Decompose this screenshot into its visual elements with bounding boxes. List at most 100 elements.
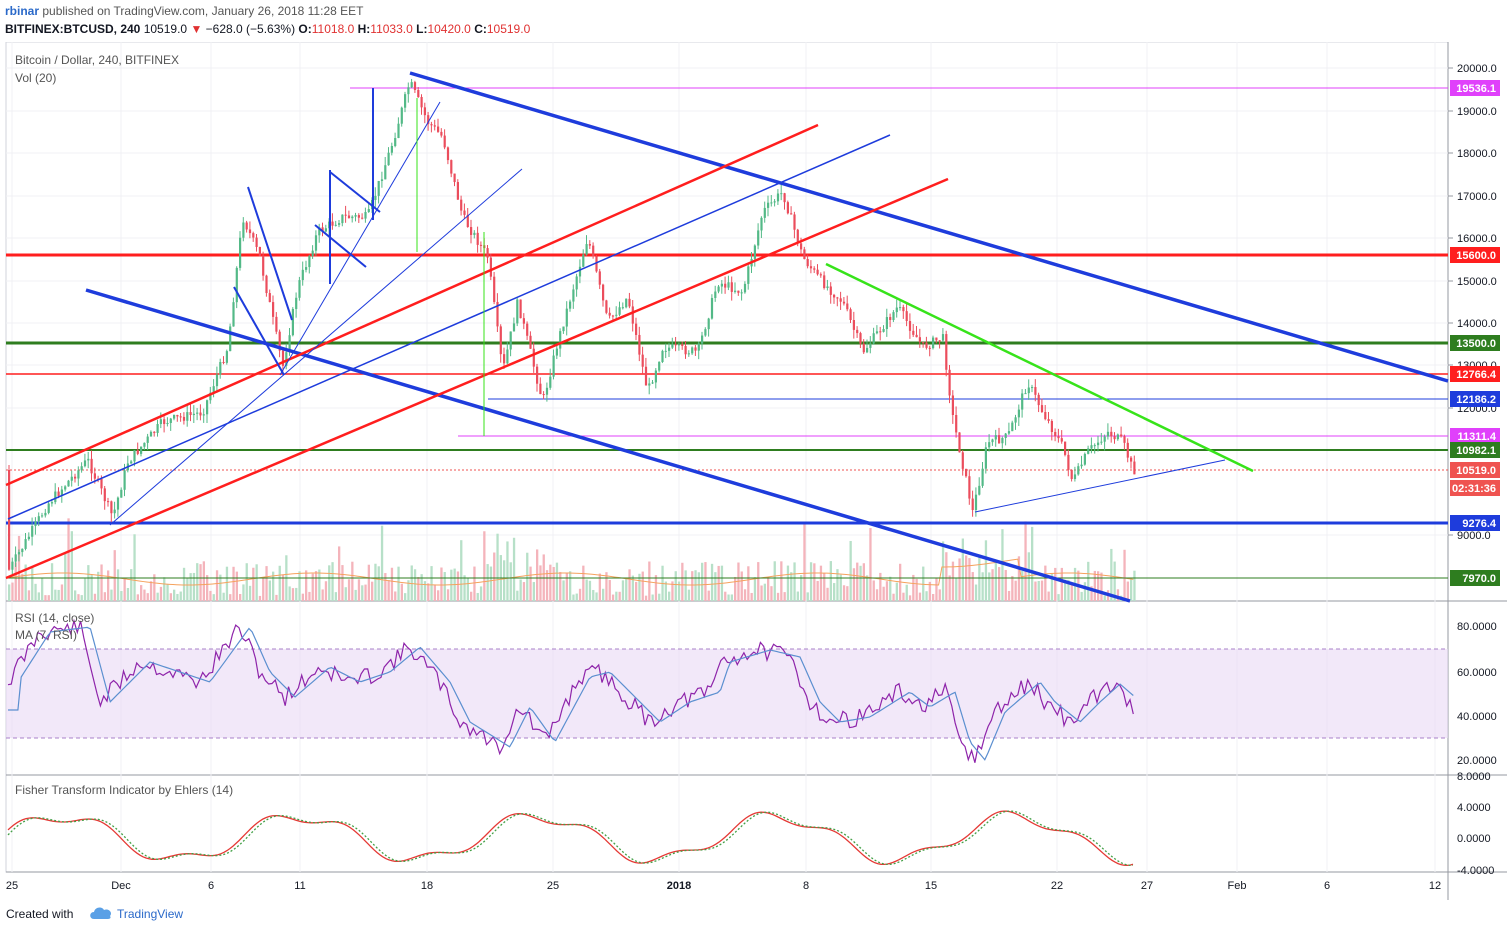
volume-bar (341, 565, 344, 601)
candle-body (156, 424, 159, 433)
volume-bar (984, 540, 988, 601)
tradingview-link[interactable]: TradingView (117, 907, 184, 921)
candle-body (367, 209, 370, 213)
candle-body (826, 286, 829, 289)
volume-bar (24, 564, 27, 601)
candle-body (971, 498, 974, 511)
candle-body (103, 488, 106, 502)
price-tag: 10982.1 (1450, 442, 1500, 458)
volume-bar (595, 592, 598, 601)
volume-bar (229, 594, 232, 601)
candle-body (757, 230, 760, 246)
svg-text:11311.4: 11311.4 (1457, 431, 1496, 443)
volume-bar (908, 595, 912, 601)
volume-bar (1027, 552, 1030, 601)
volume-bar (889, 576, 892, 601)
candle-body (54, 491, 57, 503)
candlesticks (8, 78, 1136, 575)
candle-body (305, 267, 308, 270)
volume-bar (1047, 591, 1050, 601)
candle-body (215, 374, 219, 387)
candle-body (611, 315, 615, 317)
candle-body (559, 331, 562, 349)
volume-bar (67, 518, 70, 601)
candle-body (301, 269, 304, 281)
candle-body (222, 362, 225, 364)
trend-lines[interactable] (5, 71, 1449, 603)
symbol-label[interactable]: BITFINEX:BTCUSD, 240 (5, 22, 141, 36)
volume-bar (704, 562, 707, 601)
candle-body (714, 291, 717, 298)
candle-body (704, 329, 707, 336)
volume-bar (1067, 579, 1070, 601)
volume-bar (503, 560, 506, 601)
author-link[interactable]: rbinar (5, 4, 40, 18)
candle-body (242, 222, 245, 238)
candle-body (717, 286, 720, 292)
price-scale[interactable]: 20000.0 19000.0 18000.0 17000.0 16000.0 15000… (1448, 63, 1497, 542)
candle-body (697, 343, 700, 351)
candle-body (565, 308, 568, 327)
volume-bar (324, 581, 328, 601)
volume-bar (291, 588, 295, 601)
volume-bar (552, 567, 555, 601)
candle-body (176, 415, 179, 417)
fisher-title: Fisher Transform Indicator by Ehlers (14… (15, 783, 233, 797)
candle-body (268, 293, 271, 303)
close-value: 10519.0 (486, 22, 531, 36)
candle-body (526, 323, 529, 336)
volume-bar (21, 573, 24, 601)
volume-bar (694, 570, 697, 601)
time-scale[interactable]: 25 Dec 6 11 18 25 2018 8 15 22 27 Feb 6 12 (6, 880, 1441, 892)
volume-bar (866, 575, 869, 601)
volume-bar (110, 589, 113, 601)
volume-bar (668, 591, 671, 601)
candle-body (796, 229, 799, 244)
horizontal-levels (6, 87, 1448, 579)
candle-body (146, 436, 149, 443)
candle-body (512, 323, 516, 332)
chart-area[interactable]: Bitcoin / Dollar, 240, BITFINEX Vol (20) (0, 41, 1507, 900)
chart-svg[interactable]: Bitcoin / Dollar, 240, BITFINEX Vol (20) (0, 41, 1507, 900)
volume-bar (664, 581, 667, 601)
volume-bar (724, 591, 727, 601)
candle-body (463, 210, 466, 215)
volume-bar (1050, 573, 1054, 601)
candle-body (628, 298, 631, 307)
candle-body (1001, 438, 1004, 444)
candle-body (397, 123, 400, 139)
volume-bar (354, 589, 357, 601)
candle-body (212, 386, 215, 393)
candle-body (631, 306, 634, 324)
volume-bar (674, 571, 677, 601)
volume-bar (149, 581, 153, 601)
candle-body (314, 235, 318, 251)
candle-body (968, 476, 971, 499)
fisher-tick-label: 4.0000 (1457, 802, 1491, 814)
candle-body (819, 274, 822, 276)
candle-body (394, 138, 397, 147)
volume-bar (262, 578, 265, 601)
volume-bar (27, 590, 31, 601)
rsi-tick-label: 80.0000 (1457, 621, 1497, 633)
candle-body (1007, 431, 1011, 434)
volume-bar (1011, 576, 1014, 601)
volume-bar (107, 570, 110, 601)
candle-body (895, 307, 898, 313)
price-tag: 13500.0 (1450, 335, 1500, 351)
volume-bar (483, 531, 486, 601)
price-tag: 19536.1 (1450, 80, 1500, 96)
candle-body (552, 355, 555, 377)
candle-body (351, 216, 354, 219)
candle-body (338, 223, 341, 225)
volume-bar (17, 535, 21, 601)
svg-text:10519.0: 10519.0 (1456, 465, 1496, 477)
volume-bar (536, 549, 539, 601)
candle-body (545, 387, 549, 395)
candle-body (1040, 405, 1044, 413)
volume-bar (625, 577, 628, 601)
volume-bar (31, 566, 34, 601)
candle-body (229, 326, 232, 352)
volume-bar (559, 571, 562, 601)
volume-bar (618, 591, 621, 601)
